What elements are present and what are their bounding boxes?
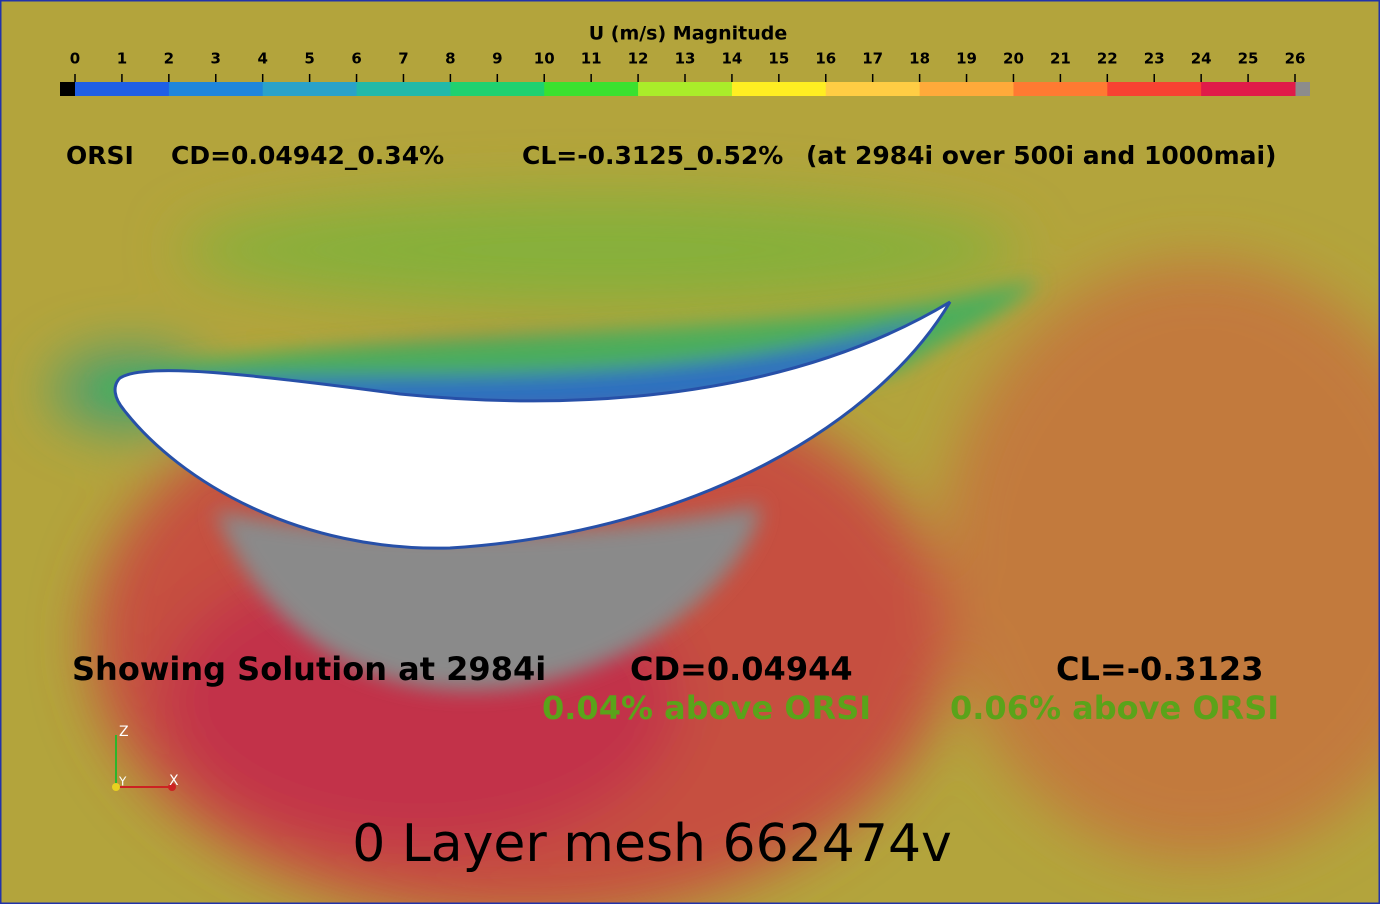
solution-cd: CD=0.04944 [630, 650, 853, 688]
colorbar-segment [450, 82, 545, 96]
colorbar-segment [544, 82, 639, 96]
colorbar-tick-label: 16 [815, 50, 836, 68]
colorbar-segment [356, 82, 451, 96]
solution-label: Showing Solution at 2984i [72, 650, 546, 688]
colorbar-tick-label: 24 [1191, 50, 1212, 68]
colorbar-tick-label: 22 [1097, 50, 1118, 68]
colorbar-tick-label: 12 [628, 50, 649, 68]
colorbar-tick-label: 6 [351, 50, 361, 68]
colorbar-tick-label: 14 [721, 50, 742, 68]
colorbar-tick-label: 13 [675, 50, 696, 68]
colorbar-segment [731, 82, 827, 96]
colorbar-segment [75, 82, 170, 96]
colorbar-segment [825, 82, 921, 96]
solution-cd-delta: 0.04% above ORSI [542, 689, 871, 727]
colorbar-segment [919, 82, 1014, 96]
colorbar-tick-label: 17 [862, 50, 883, 68]
colorbar-segment [262, 82, 358, 96]
colorbar-segment [168, 82, 264, 96]
colorbar-tick-label: 1 [117, 50, 127, 68]
colorbar-tick-label: 21 [1050, 50, 1071, 68]
colorbar-tick-label: 5 [304, 50, 314, 68]
colorbar: 0 1 2 3 4 5 6 7 8 9 10 11 12 13 14 15 16 17 18 19 20 21 22 23 24… [60, 50, 1310, 96]
solution-cl-delta: 0.06% above ORSI [950, 689, 1279, 727]
solution-cl: CL=-0.3123 [1056, 650, 1263, 688]
colorbar-segment [1201, 82, 1296, 96]
colorbar-tick-label: 18 [909, 50, 930, 68]
axis-y: Y [118, 775, 127, 789]
colorbar-tick-label: 26 [1285, 50, 1306, 68]
colorbar-tick-label: 10 [534, 50, 555, 68]
colorbar-tick-label: 7 [398, 50, 408, 68]
axis-z: Z [119, 724, 129, 740]
colorbar-title: U (m/s) Magnitude [589, 23, 788, 45]
colorbar-tick-label: 4 [257, 50, 267, 68]
colorbar-tick-label: 23 [1144, 50, 1165, 68]
reference-cd: CD=0.04942_0.34% [171, 141, 444, 170]
colorbar-segment [638, 82, 733, 96]
colorbar-segment [1107, 82, 1202, 96]
colorbar-tick-label: 15 [768, 50, 789, 68]
colorbar-tick-label: 11 [581, 50, 602, 68]
reference-cl: CL=-0.3125_0.52% [522, 141, 783, 170]
colorbar-tick-label: 3 [211, 50, 221, 68]
reference-note: (at 2984i over 500i and 1000mai) [806, 141, 1276, 170]
colorbar-above [1295, 82, 1310, 96]
reference-label: ORSI [66, 141, 134, 170]
colorbar-tick-label: 2 [164, 50, 174, 68]
colorbar-tick-label: 25 [1238, 50, 1259, 68]
colorbar-tick-label: 19 [956, 50, 977, 68]
airfoil [113, 300, 952, 550]
colorbar-tick-label: 8 [445, 50, 455, 68]
colorbar-segment [1013, 82, 1108, 96]
axes-triad: Z Y X [112, 724, 179, 791]
colorbar-tick-label: 20 [1003, 50, 1024, 68]
colorbar-below [60, 82, 75, 96]
axis-x: X [169, 773, 179, 789]
colorbar-tick-label: 9 [492, 50, 502, 68]
colorbar-tick-label: 0 [70, 50, 80, 68]
mesh-label: 0 Layer mesh 662474v [352, 814, 952, 874]
